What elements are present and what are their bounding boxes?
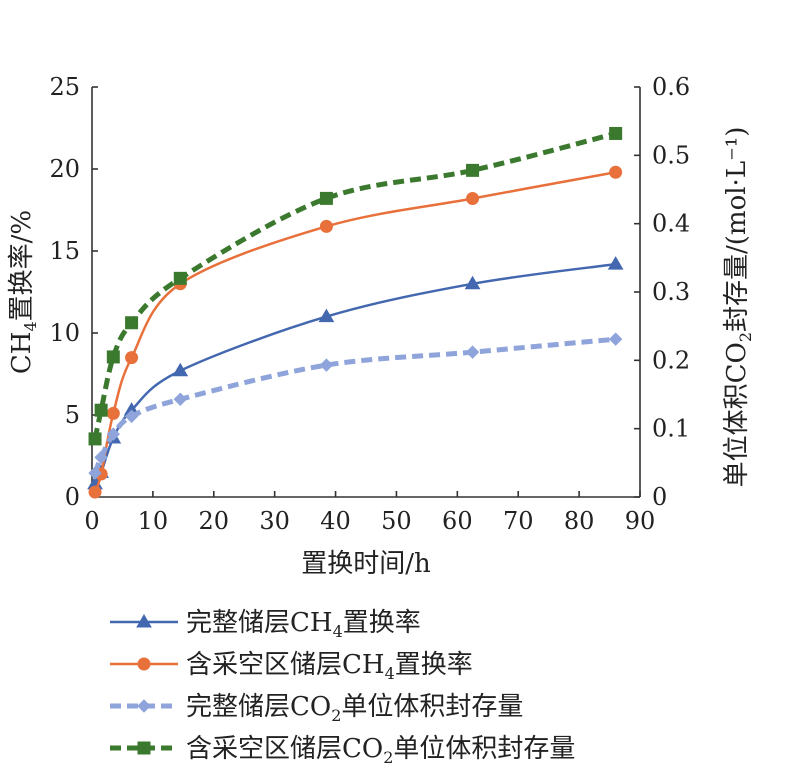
x-tick-label: 90 (625, 507, 656, 535)
y-right-tick-label: 0.1 (652, 415, 690, 443)
x-tick-label: 10 (138, 507, 169, 535)
series-3 (88, 332, 623, 480)
data-point (173, 392, 187, 406)
legend-item: 含采空区储层CH4置换率 (110, 650, 473, 683)
y-right-tick-label: 0.3 (652, 278, 690, 306)
x-tick-label: 40 (320, 507, 351, 535)
y-right-tick-label: 0.2 (652, 346, 690, 374)
data-point (124, 409, 139, 424)
legend-marker (136, 614, 152, 628)
series-2 (88, 165, 623, 499)
data-point (319, 191, 333, 205)
legend-item: 完整储层CO2单位体积封存量 (110, 692, 523, 725)
data-point (318, 308, 335, 323)
series-line (93, 171, 616, 493)
data-point (608, 332, 623, 346)
legend: 完整储层CH4置换率含采空区储层CH4置换率完整储层CO2单位体积封存量含采空区… (110, 608, 575, 767)
data-point (607, 256, 624, 270)
axes (91, 87, 641, 498)
data-point (319, 219, 333, 233)
y-left-tick-label: 20 (49, 155, 80, 183)
x-tick-label: 50 (381, 507, 412, 535)
data-point (609, 165, 623, 179)
y-left-tick-label: 5 (65, 401, 80, 429)
data-point (465, 345, 480, 359)
data-point (609, 126, 623, 140)
data-point (125, 316, 139, 330)
x-tick-label: 80 (564, 507, 595, 535)
data-point (106, 350, 120, 364)
data-point (466, 192, 480, 206)
data-point (125, 351, 139, 365)
legend-label: 完整储层CO2单位体积封存量 (186, 692, 523, 725)
legend-marker (137, 741, 151, 755)
legend-marker (137, 699, 151, 713)
y-right-tick-label: 0.4 (652, 210, 690, 238)
y-right-tick-label: 0 (652, 483, 667, 511)
y-left-tick-label: 0 (65, 483, 80, 511)
x-tick-label: 20 (199, 507, 230, 535)
data-point (94, 403, 108, 417)
y-left-tick-label: 15 (49, 237, 80, 265)
series-line (92, 131, 617, 440)
x-tick-label: 0 (84, 507, 99, 535)
series-line (92, 336, 616, 474)
legend-item: 含采空区储层CO2单位体积封存量 (110, 734, 575, 767)
x-tick-label: 70 (503, 507, 534, 535)
x-tick-label: 60 (442, 507, 473, 535)
y-left-tick-label: 25 (49, 73, 80, 101)
legend-label: 含采空区储层CO2单位体积封存量 (186, 734, 575, 767)
data-point (106, 406, 120, 420)
data-point (464, 275, 481, 290)
series-4 (88, 126, 623, 446)
series-line (93, 262, 616, 485)
y-right-tick-label: 0.5 (652, 141, 690, 169)
legend-label: 完整储层CH4置换率 (186, 608, 421, 641)
y-left-tick-label: 10 (49, 319, 80, 347)
data-point (466, 163, 480, 177)
data-point (106, 427, 121, 441)
legend-item: 完整储层CH4置换率 (110, 608, 421, 641)
data-point (319, 358, 334, 372)
y-right-axis-label: 单位体积CO2封存量/(mol·L⁻¹) (722, 127, 755, 488)
data-point (173, 271, 187, 285)
y-left-axis-label: CH4置换率/% (7, 210, 40, 374)
data-point (88, 466, 102, 480)
data-point (172, 362, 189, 377)
data-point (94, 450, 108, 465)
data-point (88, 432, 102, 446)
data-point (88, 485, 102, 499)
x-axis-label: 置换时间/h (301, 549, 431, 579)
x-tick-label: 30 (259, 507, 290, 535)
legend-marker (137, 657, 151, 671)
y-right-tick-label: 0.6 (652, 73, 690, 101)
legend-label: 含采空区储层CH4置换率 (186, 650, 473, 683)
